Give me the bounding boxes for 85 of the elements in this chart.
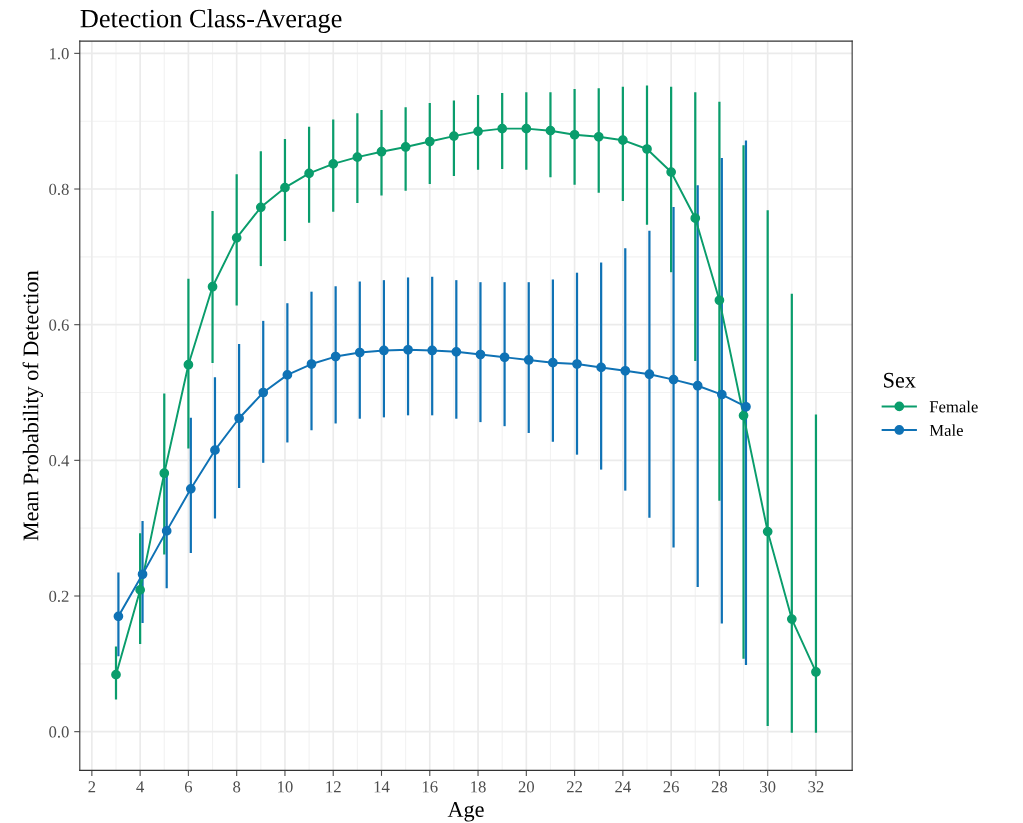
point [282, 370, 293, 380]
point [113, 611, 124, 622]
y-tick-label: 0.0 [49, 726, 69, 738]
point [572, 359, 582, 369]
point [449, 131, 459, 141]
legend-label: Female [929, 400, 978, 413]
point [330, 351, 341, 362]
point [548, 357, 558, 368]
x-tick-label: 26 [663, 781, 679, 793]
y-tick-label: 0.4 [49, 455, 70, 467]
point [620, 365, 631, 376]
x-tick-label: 22 [566, 781, 582, 793]
point [811, 667, 821, 677]
point [304, 168, 314, 179]
point [352, 152, 363, 163]
x-tick-label: 6 [184, 781, 193, 793]
y-axis-title: Mean Probability of Detection [22, 270, 43, 541]
point [475, 349, 486, 360]
point [427, 345, 438, 356]
point [762, 526, 773, 537]
point [424, 136, 435, 147]
point [400, 142, 411, 152]
legend-label: Male [929, 424, 963, 436]
point [137, 569, 148, 580]
point [545, 125, 556, 136]
point [642, 144, 652, 154]
point [716, 389, 727, 400]
point [135, 585, 145, 595]
point [644, 369, 655, 380]
x-tick-label: 8 [233, 781, 241, 793]
x-tick-label: 4 [136, 781, 145, 793]
point [523, 355, 534, 365]
x-tick-label: 30 [760, 781, 776, 793]
point [403, 344, 413, 355]
point [280, 182, 290, 193]
point [692, 380, 703, 391]
x-tick-label: 18 [471, 781, 486, 793]
point [161, 526, 172, 536]
point [376, 146, 387, 157]
point [593, 131, 604, 142]
chart-title: Detection Class-Average [80, 8, 342, 33]
point [666, 167, 676, 177]
point [473, 126, 483, 137]
point [668, 374, 679, 385]
point [231, 232, 242, 243]
point [258, 387, 269, 398]
x-axis-title: Age [447, 802, 484, 822]
point [786, 614, 797, 624]
point [690, 213, 701, 224]
x-tick-label: 28 [711, 781, 728, 793]
point [738, 410, 749, 421]
point [379, 345, 389, 356]
point [521, 123, 532, 134]
point [451, 346, 462, 357]
point [183, 359, 194, 370]
legend-title: Sex [884, 372, 916, 388]
point [210, 445, 220, 456]
x-tick-label: 2 [88, 781, 96, 793]
point [596, 362, 607, 373]
point [111, 669, 121, 680]
point [255, 202, 266, 213]
x-tick-label: 20 [518, 781, 535, 793]
x-tick-label: 32 [808, 781, 824, 793]
point [207, 281, 218, 292]
point [185, 483, 196, 494]
x-tick-label: 10 [278, 781, 293, 793]
point [618, 135, 628, 146]
x-tick-label: 14 [374, 781, 390, 793]
point [159, 468, 170, 479]
point [234, 413, 244, 424]
x-tick-label: 24 [615, 781, 631, 793]
point [569, 129, 580, 140]
point [741, 401, 751, 412]
point [354, 347, 365, 358]
y-tick-label: 0.6 [49, 319, 69, 331]
y-tick-label: 0.8 [49, 183, 69, 196]
point [499, 352, 510, 363]
point [714, 295, 725, 306]
x-tick-label: 16 [422, 781, 438, 793]
y-tick-label: 0.2 [49, 590, 69, 603]
y-tick-label: 1.0 [50, 48, 69, 60]
point [328, 159, 339, 169]
x-tick-label: 12 [326, 781, 341, 793]
point [497, 123, 508, 134]
point [306, 359, 317, 369]
